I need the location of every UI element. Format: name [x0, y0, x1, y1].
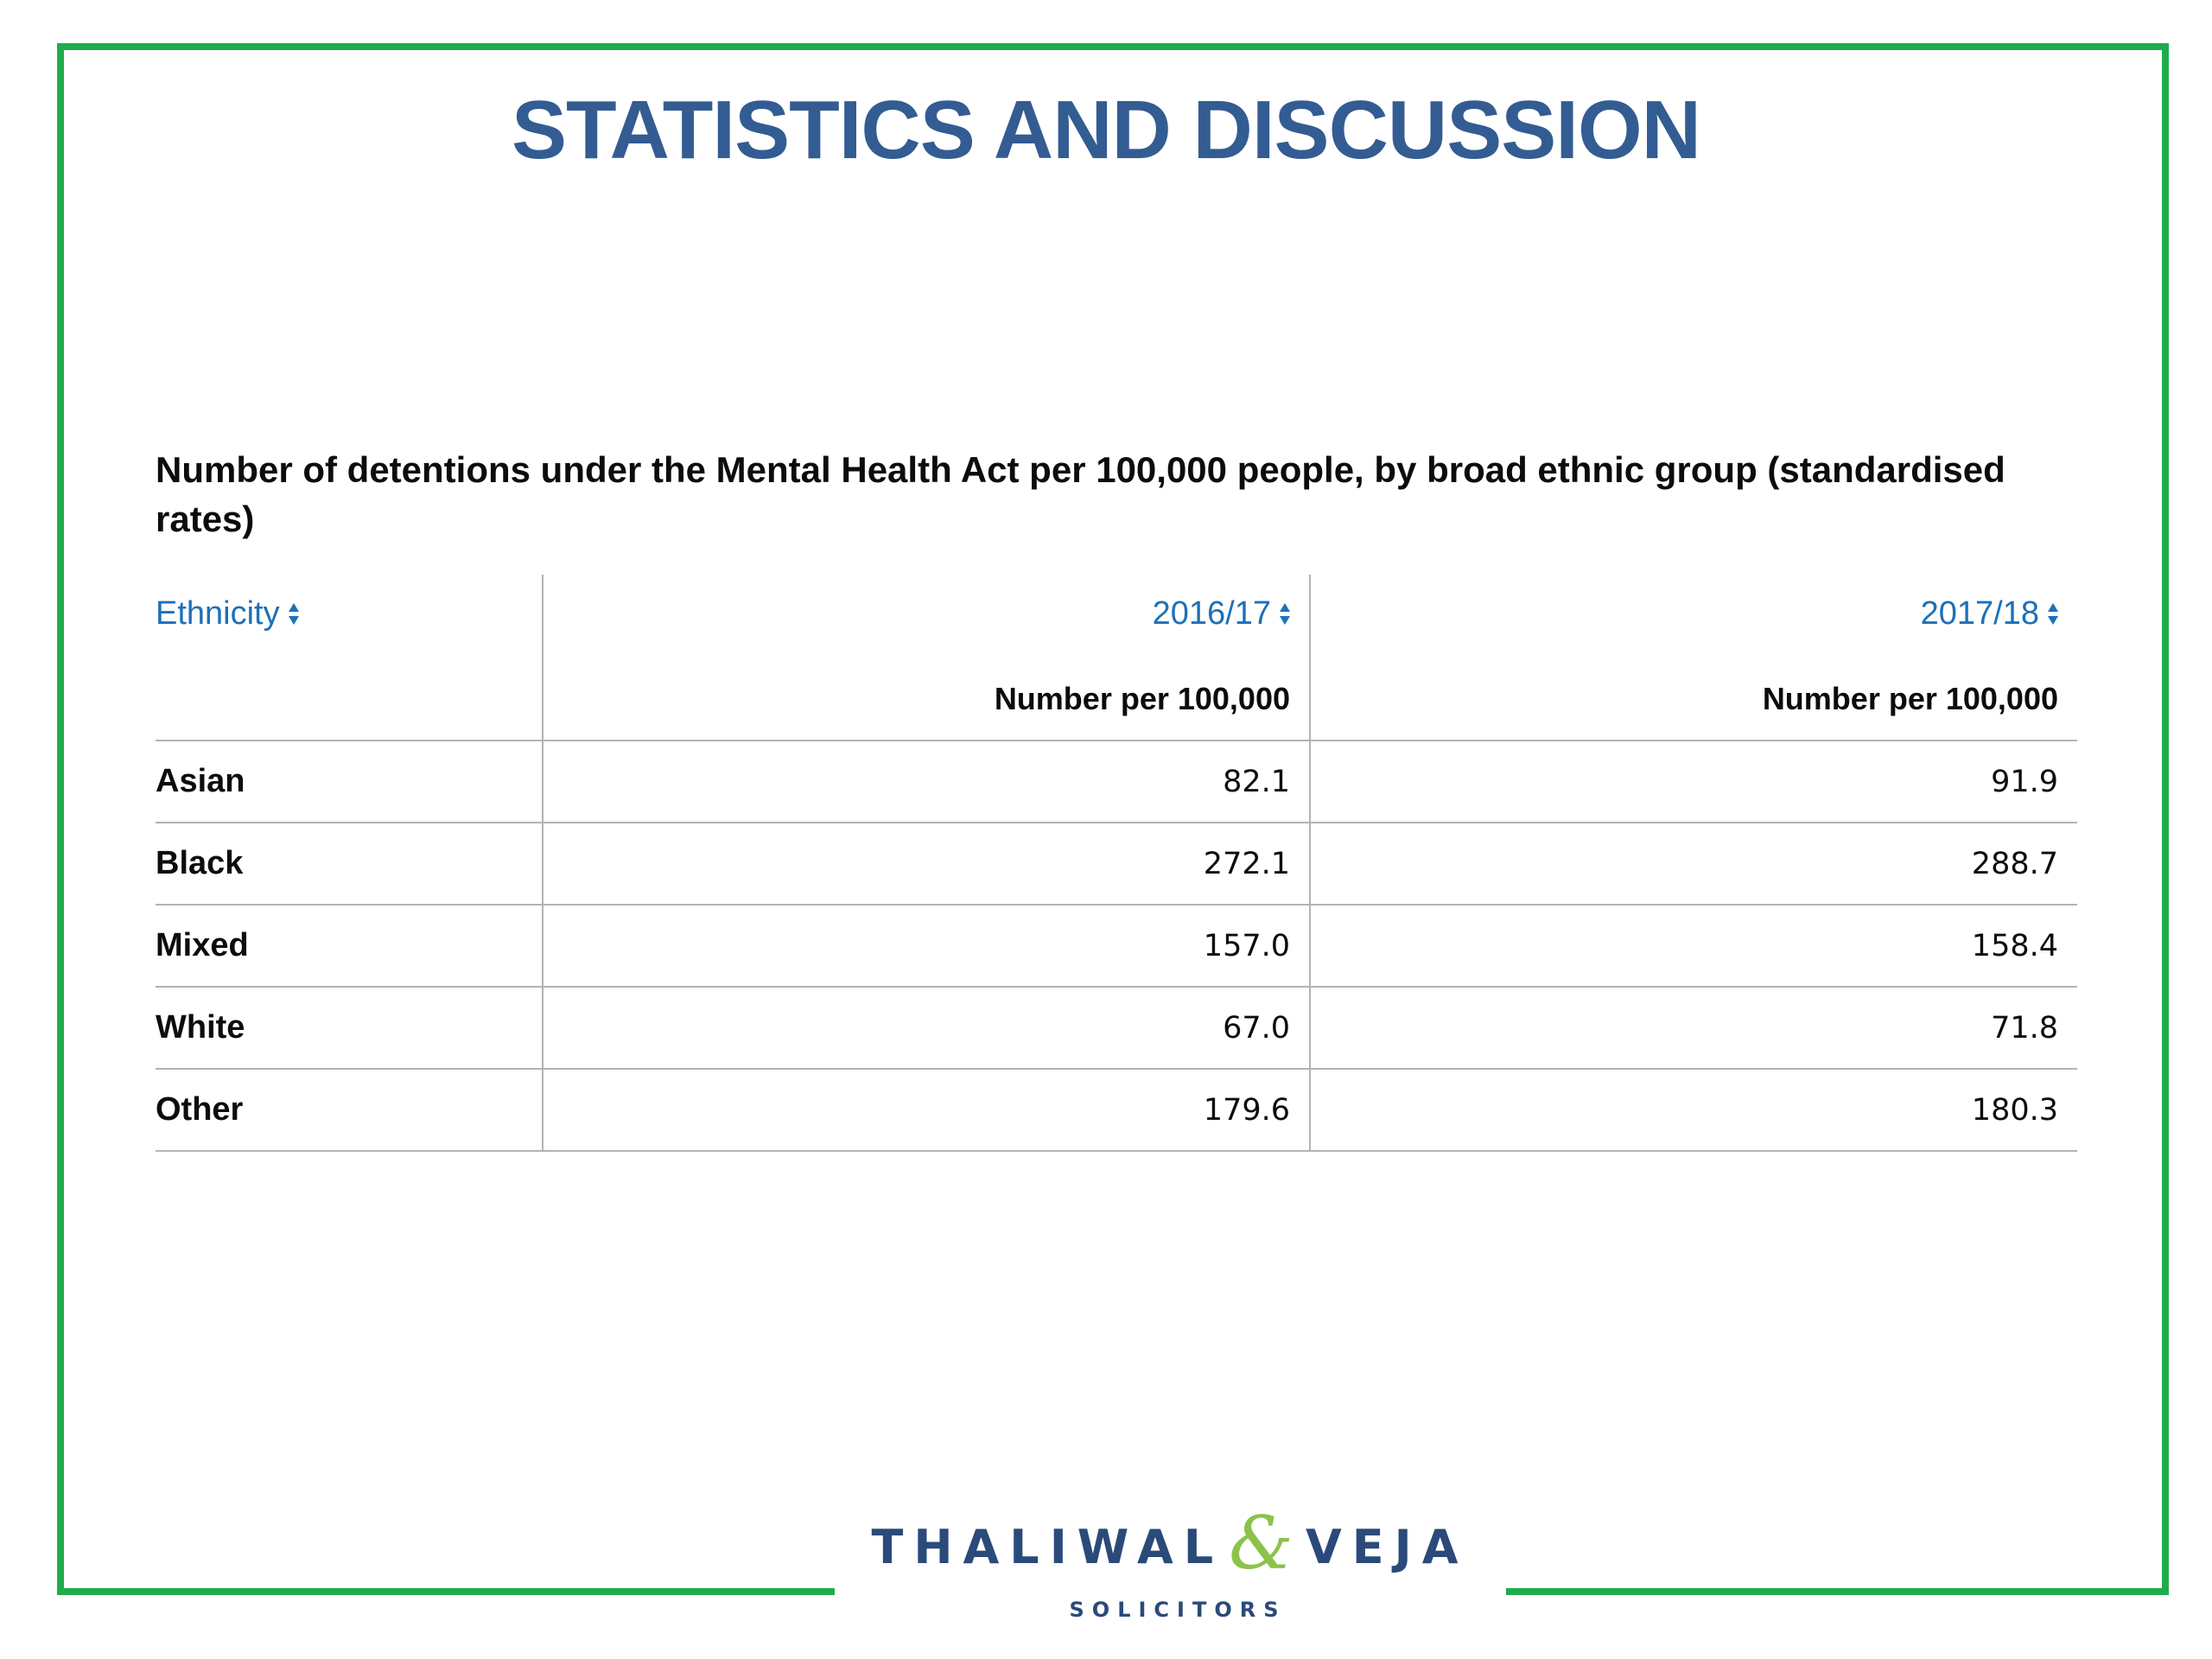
value-2017-18-cell: 180.3	[1309, 1069, 2077, 1152]
column-header-label: 2017/18	[1920, 595, 2039, 632]
value-2016-17-cell: 67.0	[542, 987, 1310, 1070]
column-header-2016-17: 2016/17	[542, 575, 1310, 658]
logo-name-left: THALIWAL	[871, 1520, 1224, 1574]
table-row: Other 179.6 180.3	[156, 1069, 2077, 1152]
sort-2016-17-button[interactable]: 2016/17	[1153, 595, 1290, 632]
ethnicity-cell: White	[156, 987, 543, 1070]
logo-name-right: VEJA	[1305, 1520, 1469, 1574]
slide-frame-right	[2162, 43, 2169, 1595]
ethnicity-cell: Black	[156, 823, 543, 906]
slide-frame-bottom-left	[57, 1588, 835, 1595]
value-2017-18-cell: 71.8	[1309, 987, 2077, 1070]
slide-frame-top	[57, 43, 2169, 50]
logo-ampersand: &	[1229, 1501, 1294, 1586]
value-2016-17-cell: 157.0	[542, 905, 1310, 988]
slide-frame-left	[57, 43, 64, 1595]
column-header-2017-18: 2017/18	[1309, 575, 2077, 658]
sort-updown-icon	[1280, 597, 1290, 632]
value-2017-18-cell: 91.9	[1309, 741, 2077, 823]
value-2017-18-cell: 158.4	[1309, 905, 2077, 988]
value-2016-17-cell: 82.1	[542, 741, 1310, 823]
unit-label-2017-18: Number per 100,000	[1309, 658, 2077, 741]
detentions-table: Ethnicity 2016/17 2017/18 Number per 100…	[156, 575, 2077, 1152]
table-caption: Number of detentions under the Mental He…	[156, 449, 2005, 539]
unit-label-2016-17: Number per 100,000	[542, 658, 1310, 741]
ethnicity-cell: Other	[156, 1069, 543, 1152]
column-header-ethnicity: Ethnicity	[156, 575, 543, 658]
sort-2017-18-button[interactable]: 2017/18	[1921, 595, 2058, 632]
table-row: Black 272.1 288.7	[156, 823, 2077, 906]
slide-title: STATISTICS AND DISCUSSION	[512, 84, 1701, 176]
unit-label-empty	[156, 658, 543, 741]
table-row: Mixed 157.0 158.4	[156, 905, 2077, 988]
sort-updown-icon	[288, 597, 299, 632]
ethnicity-cell: Mixed	[156, 905, 543, 988]
company-logo: THALIWAL& VEJA SOLICITORS	[852, 1503, 1488, 1642]
column-header-label: Ethnicity	[156, 595, 280, 632]
value-2017-18-cell: 288.7	[1309, 823, 2077, 906]
logo-wordmark: THALIWAL& VEJA	[852, 1503, 1488, 1582]
value-2016-17-cell: 179.6	[542, 1069, 1310, 1152]
slide-frame-bottom-right	[1506, 1588, 2169, 1595]
table-row: White 67.0 71.8	[156, 987, 2077, 1070]
sort-ethnicity-button[interactable]: Ethnicity	[156, 595, 299, 632]
ethnicity-cell: Asian	[156, 741, 543, 823]
logo-subtitle: SOLICITORS	[1069, 1598, 1287, 1622]
table-row: Asian 82.1 91.9	[156, 741, 2077, 823]
sort-updown-icon	[2048, 597, 2058, 632]
column-header-label: 2016/17	[1152, 595, 1271, 632]
value-2016-17-cell: 272.1	[542, 823, 1310, 906]
